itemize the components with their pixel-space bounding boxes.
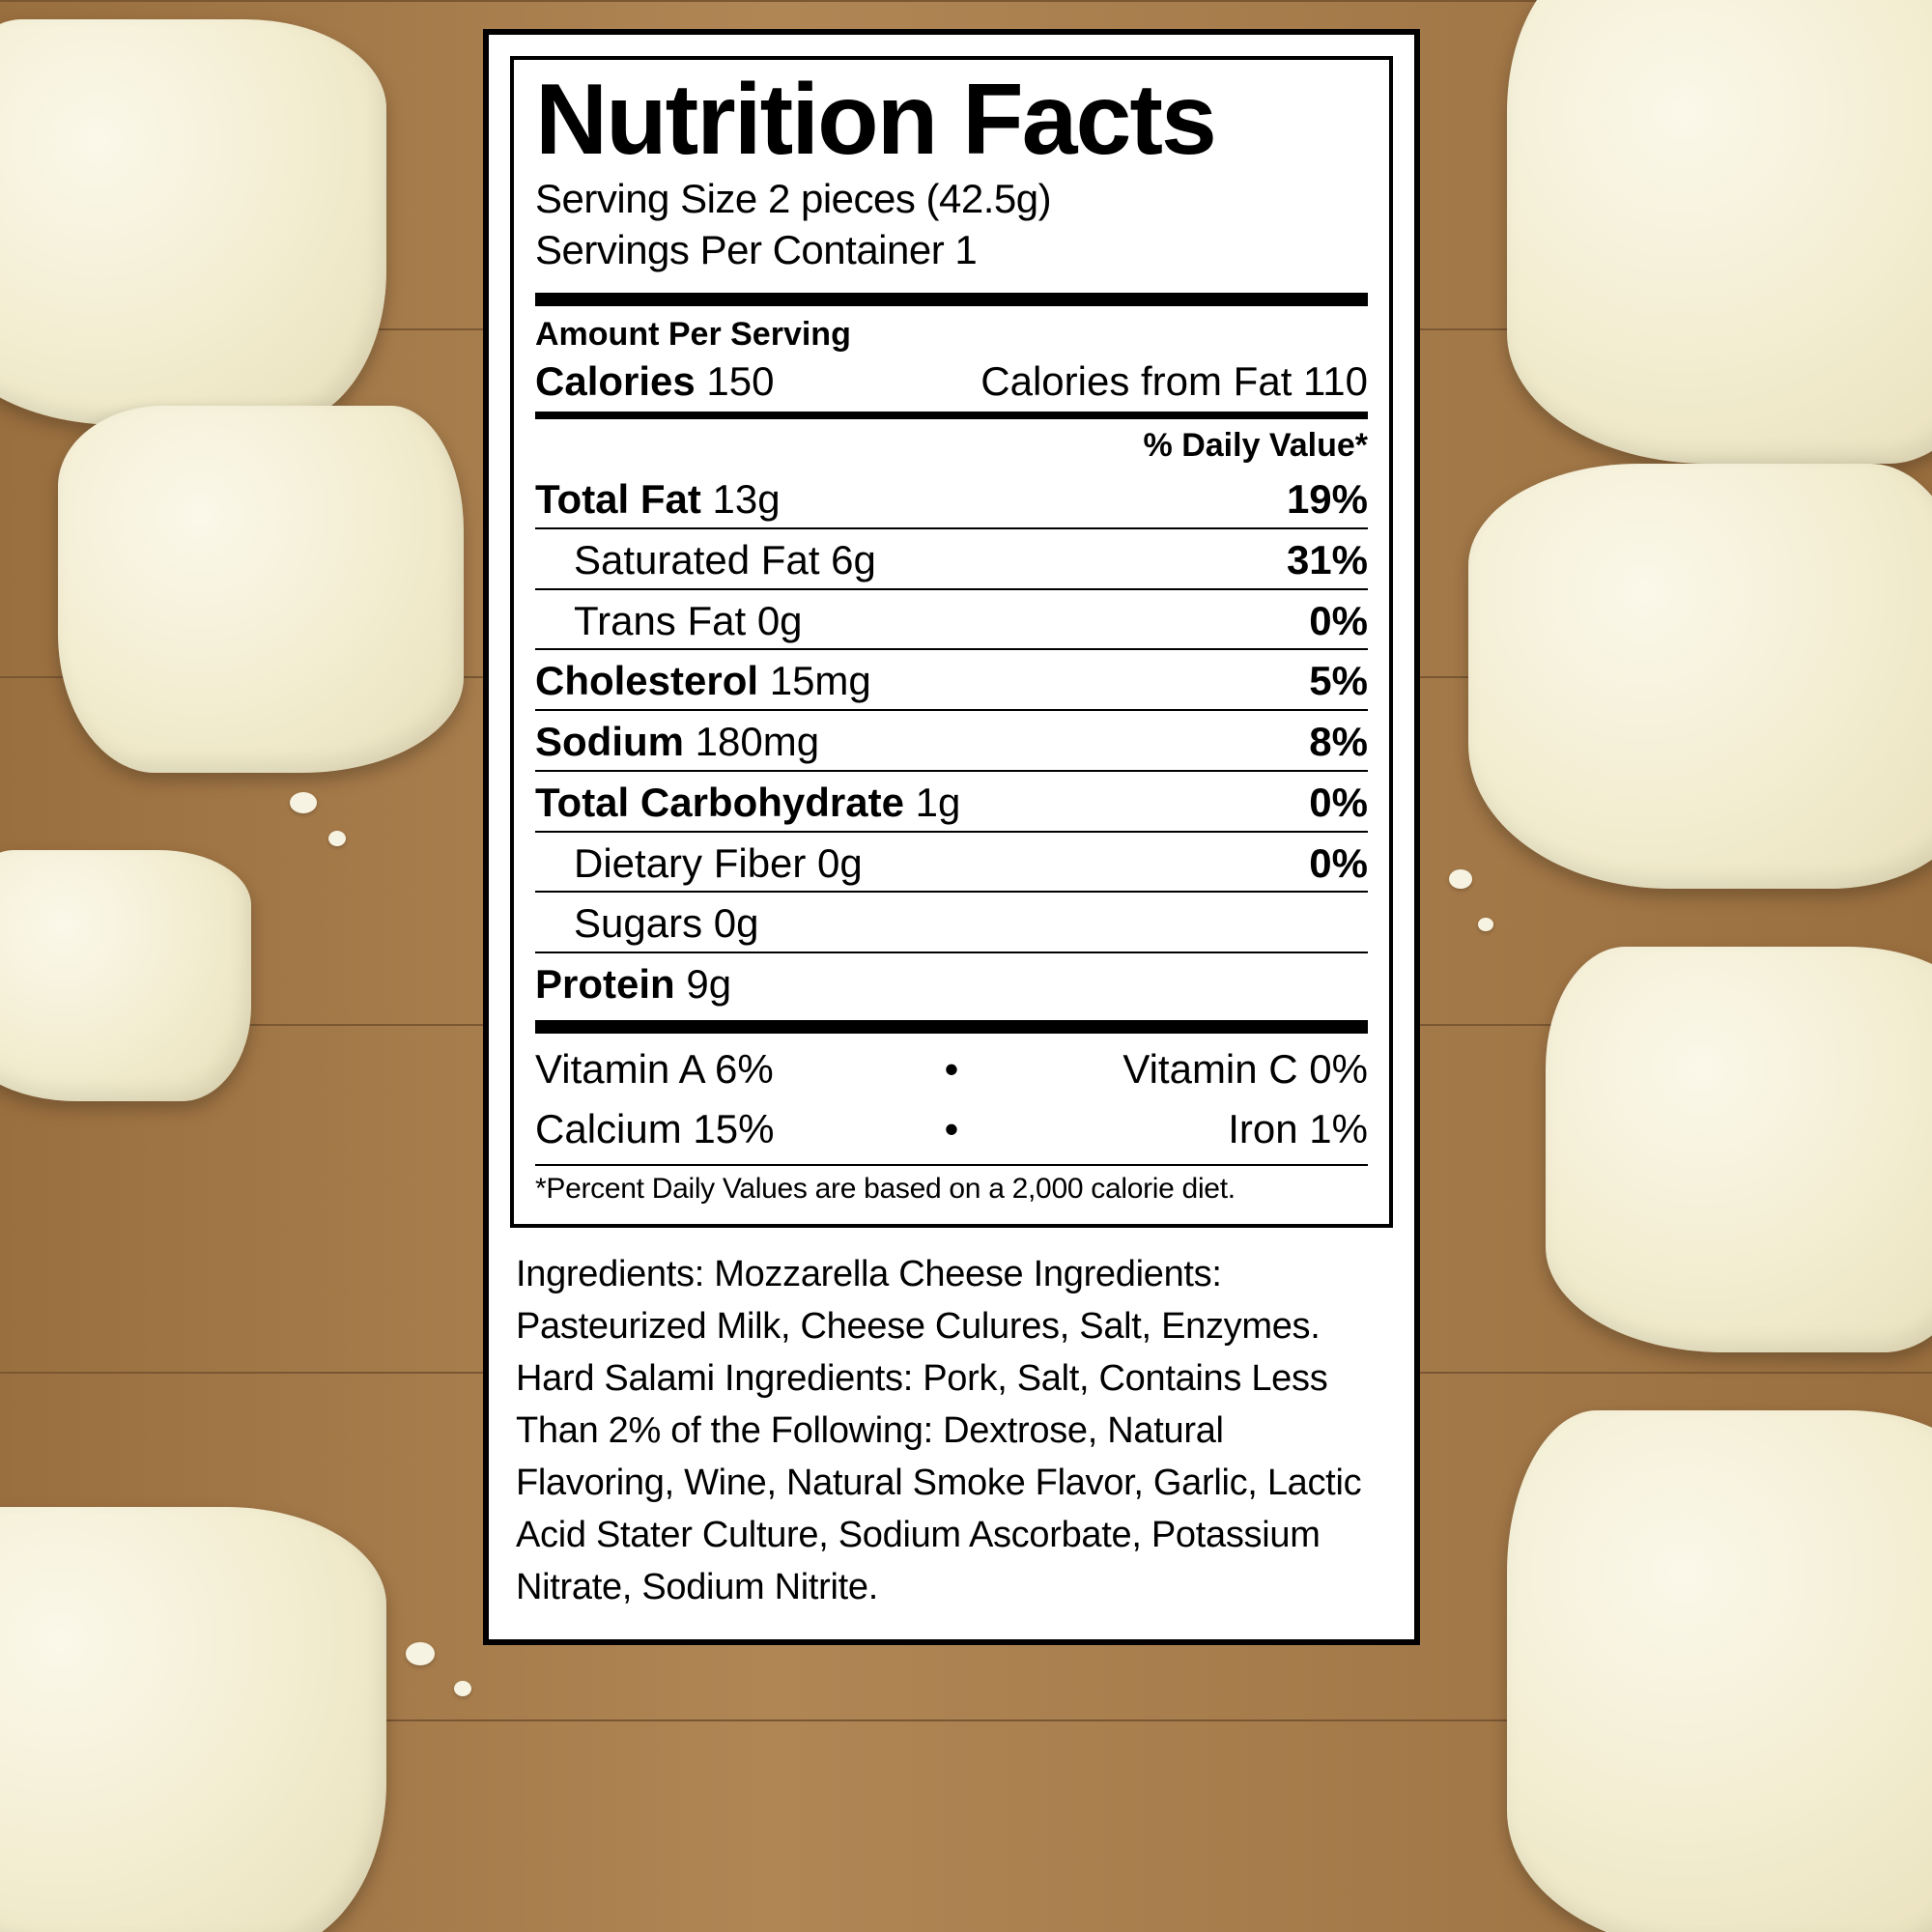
- rule-thick-2: [535, 1020, 1368, 1034]
- nutrient-label: Saturated Fat 6g: [535, 533, 876, 588]
- nutrient-row: Saturated Fat 6g 31%: [535, 527, 1368, 588]
- nutrient-pct: 19%: [1287, 472, 1368, 527]
- serving-size-line: Serving Size 2 pieces (42.5g): [535, 174, 1368, 225]
- nutrient-row: Protein 9g: [535, 952, 1368, 1012]
- nutrient-pct: 5%: [1309, 654, 1368, 709]
- nutrient-row: Dietary Fiber 0g 0%: [535, 831, 1368, 892]
- nutrient-pct: 0%: [1309, 776, 1368, 831]
- nutrient-pct: 0%: [1309, 837, 1368, 892]
- bullet-icon: •: [945, 1041, 959, 1098]
- nutrient-value: Trans Fat 0g: [574, 598, 803, 643]
- nutrient-pct: 8%: [1309, 715, 1368, 770]
- nutrient-lead: Sodium: [535, 719, 696, 764]
- rule-thick-1: [535, 293, 1368, 306]
- nutrient-row: Sodium 180mg 8%: [535, 709, 1368, 770]
- vitamin-c: Vitamin C 0%: [981, 1041, 1368, 1098]
- nutrient-label: Sodium 180mg: [535, 715, 819, 770]
- servings-per-container-line: Servings Per Container 1: [535, 225, 1368, 276]
- vitamin-a: Vitamin A 6%: [535, 1041, 922, 1098]
- dv-header: % Daily Value*: [535, 427, 1368, 465]
- nutrient-value: 9g: [686, 961, 731, 1007]
- nutrient-value: 1g: [916, 780, 961, 825]
- nutrient-row: Trans Fat 0g 0%: [535, 588, 1368, 649]
- serving-size-label: Serving Size: [535, 176, 768, 221]
- nutrient-value: Dietary Fiber 0g: [574, 840, 863, 886]
- nutrient-value: Saturated Fat 6g: [574, 537, 876, 582]
- nutrition-facts-inner: Nutrition Facts Serving Size 2 pieces (4…: [510, 56, 1393, 1228]
- serving-size-value: 2 pieces (42.5g): [768, 176, 1051, 221]
- nutrient-row: Cholesterol 15mg 5%: [535, 648, 1368, 709]
- nutrient-lead: Total Carbohydrate: [535, 780, 916, 825]
- nutrient-label: Sugars 0g: [535, 896, 758, 952]
- servings-per-container-value: 1: [954, 227, 977, 272]
- nutrient-row: Sugars 0g: [535, 891, 1368, 952]
- nutrient-label: Trans Fat 0g: [535, 594, 803, 649]
- nutrition-facts-panel: Nutrition Facts Serving Size 2 pieces (4…: [483, 29, 1420, 1645]
- nutrient-value: 180mg: [696, 719, 819, 764]
- vitamins-grid: Vitamin A 6% • Vitamin C 0% Calcium 15% …: [535, 1041, 1368, 1159]
- nutrient-lead: Cholesterol: [535, 658, 770, 703]
- panel-title: Nutrition Facts: [535, 70, 1368, 170]
- canvas: Nutrition Facts Serving Size 2 pieces (4…: [0, 0, 1932, 1932]
- bullet-icon: •: [945, 1101, 959, 1158]
- calories-value: 150: [706, 358, 774, 404]
- nutrient-label: Total Fat 13g: [535, 472, 781, 527]
- ingredients-block: Ingredients: Mozzarella Cheese Ingredien…: [516, 1249, 1387, 1614]
- nutrient-label: Dietary Fiber 0g: [535, 837, 863, 892]
- iron: Iron 1%: [981, 1101, 1368, 1158]
- servings-per-container-label: Servings Per Container: [535, 227, 954, 272]
- calories-left: Calories 150: [535, 357, 775, 406]
- nutrient-value: 15mg: [770, 658, 871, 703]
- calories-row: Calories 150 Calories from Fat 110: [535, 357, 1368, 406]
- calories-from-fat-label: Calories from Fat: [980, 358, 1303, 404]
- nutrient-pct: 31%: [1287, 533, 1368, 588]
- nutrient-label: Total Carbohydrate 1g: [535, 776, 960, 831]
- nutrient-label: Protein 9g: [535, 957, 731, 1012]
- rule-heavy-1: [535, 412, 1368, 419]
- nutrient-label: Cholesterol 15mg: [535, 654, 871, 709]
- nutrient-value: 13g: [713, 476, 781, 522]
- nutrient-row: Total Fat 13g 19%: [535, 469, 1368, 527]
- nutrient-lead: Total Fat: [535, 476, 713, 522]
- calories-from-fat: Calories from Fat 110: [980, 357, 1368, 406]
- dv-footnote: *Percent Daily Values are based on a 2,0…: [535, 1172, 1368, 1207]
- nutrient-pct: 0%: [1309, 594, 1368, 649]
- rule-thin-vit: [535, 1164, 1368, 1166]
- calcium: Calcium 15%: [535, 1101, 922, 1158]
- calories-label: Calories: [535, 358, 706, 404]
- nutrient-lead: Protein: [535, 961, 686, 1007]
- nutrient-row: Total Carbohydrate 1g 0%: [535, 770, 1368, 831]
- calories-from-fat-value: 110: [1303, 358, 1368, 404]
- nutrients-list: Total Fat 13g19%Saturated Fat 6g31%Trans…: [535, 469, 1368, 1011]
- nutrient-value: Sugars 0g: [574, 900, 758, 946]
- amount-per-serving-label: Amount Per Serving: [535, 316, 1368, 354]
